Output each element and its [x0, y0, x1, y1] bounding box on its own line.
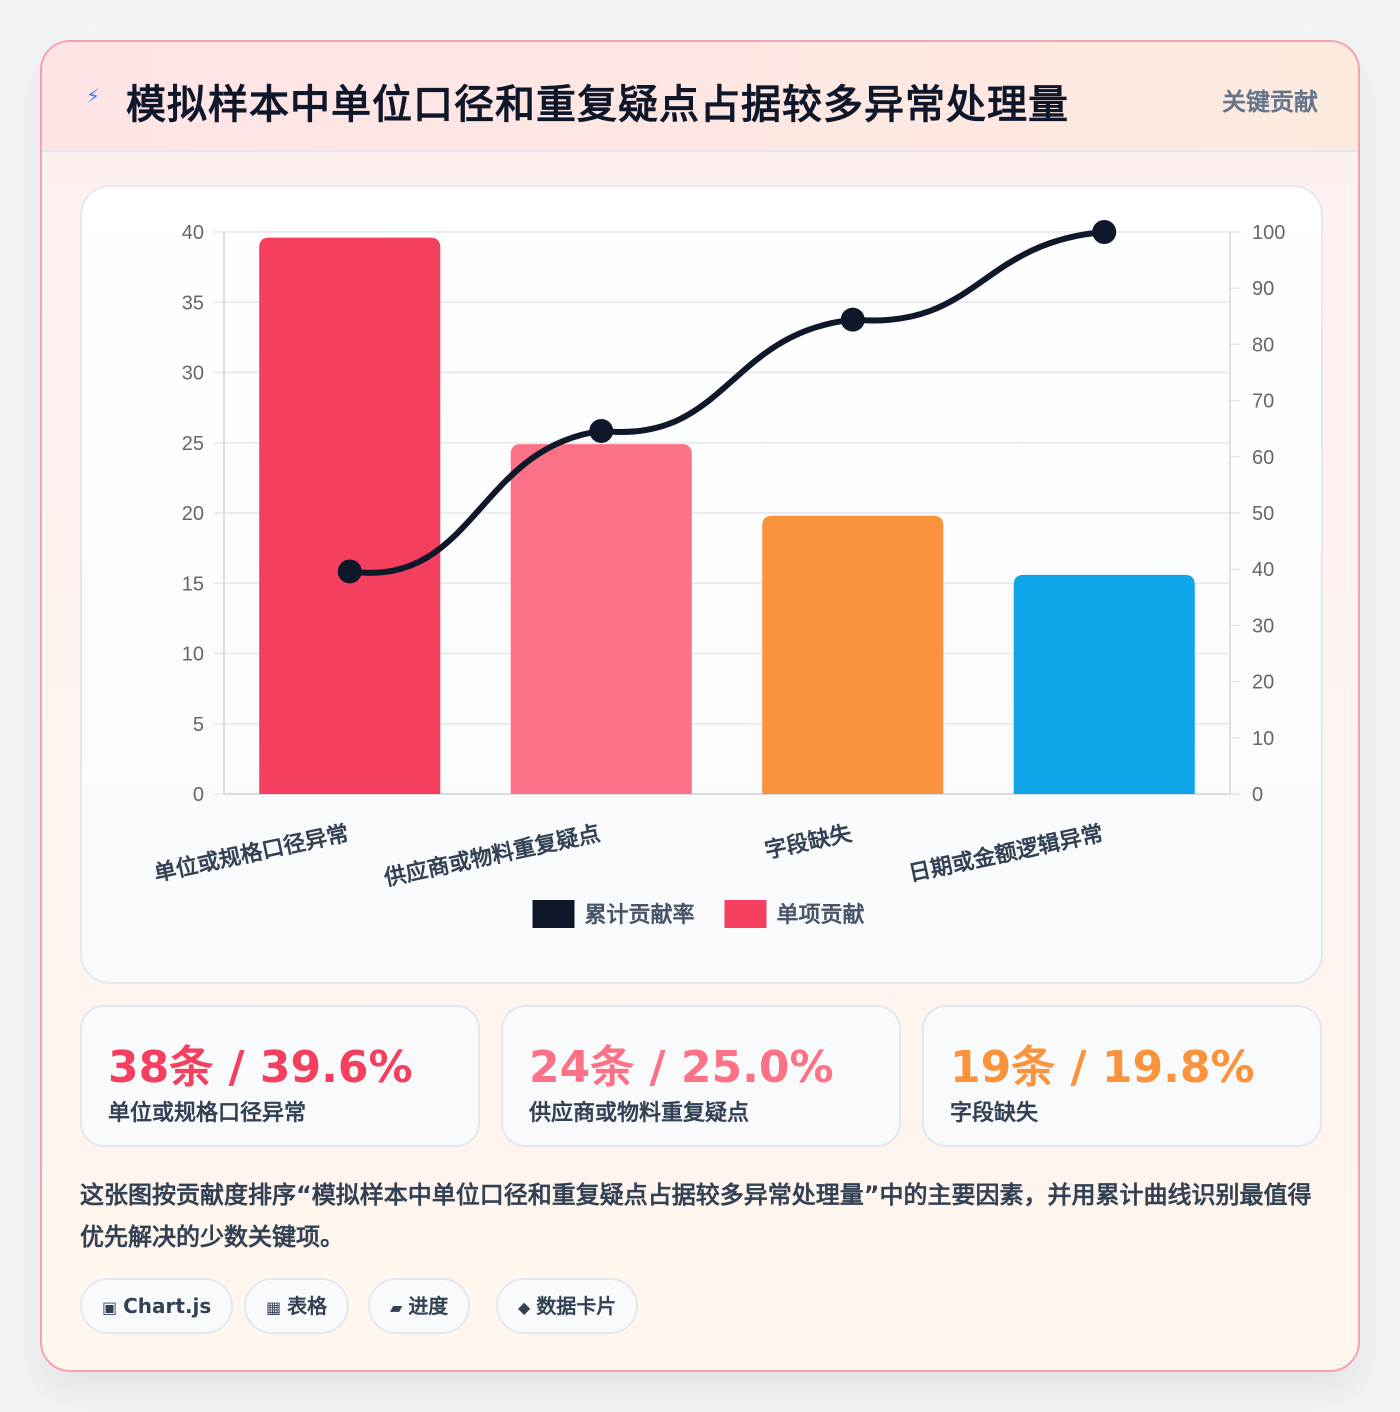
lightning-icon: ⚡: [86, 84, 101, 108]
chip-data-card[interactable]: ◆ 数据卡片: [496, 1278, 639, 1334]
chart-description: 这张图按贡献度排序“模拟样本中单位口径和重复疑点占据较多异常处理量”中的主要因素…: [80, 1181, 1312, 1251]
chip-label: 表格: [287, 1294, 328, 1318]
stat-card-2: 24条 / 25.0% 供应商或物料重复疑点: [501, 1005, 901, 1147]
x-category-label: 字段缺失: [762, 820, 854, 864]
y2-tick-label: 10: [1252, 728, 1274, 750]
legend-swatch: [532, 900, 575, 928]
table-icon: ▦: [266, 1298, 282, 1317]
legend-label: 单项贡献: [777, 902, 865, 928]
x-category-label: 单位或规格口径异常: [152, 820, 351, 887]
stat-label-2: 供应商或物料重复疑点: [529, 1101, 750, 1126]
cumulative-line: [346, 229, 1108, 576]
y-tick-label: 10: [182, 644, 204, 666]
diamond-icon: ◆: [518, 1298, 531, 1317]
y2-tick-label: 60: [1252, 447, 1274, 469]
cumulative-point: [589, 418, 614, 443]
bar: [259, 237, 441, 794]
stat-value-3: 19条 / 19.8%: [950, 1042, 1255, 1093]
chip-table[interactable]: ▦ 表格: [244, 1278, 350, 1334]
y2-tick-label: 100: [1252, 222, 1285, 244]
y2-tick-label: 70: [1252, 391, 1274, 413]
stat-card-3: 19条 / 19.8% 字段缺失: [922, 1005, 1322, 1147]
stat-card-1: 38条 / 39.6% 单位或规格口径异常: [80, 1005, 480, 1147]
chip-chartjs[interactable]: ▣ Chart.js: [80, 1278, 234, 1334]
chip-progress[interactable]: ▰ 进度: [368, 1278, 471, 1334]
bar: [510, 444, 692, 794]
chart-panel: 0 5 10 15 20 25 30 35 40 0 10 20 30 40 50 60 70 80 90 100 单位…: [80, 185, 1323, 984]
header-tag: 关键贡献: [1222, 88, 1318, 116]
bar: [762, 515, 944, 794]
chip-label: 数据卡片: [536, 1294, 617, 1318]
legend-swatch: [724, 900, 767, 928]
y2-tick-label: 0: [1252, 784, 1263, 806]
legend-label: 累计贡献率: [585, 902, 695, 928]
cumulative-point: [840, 307, 865, 332]
y2-tick-label: 80: [1252, 334, 1274, 356]
cumulative-point: [337, 559, 362, 584]
chart-icon: ▣: [102, 1298, 118, 1317]
y2-tick-label: 90: [1252, 278, 1274, 300]
y-tick-label: 15: [182, 573, 204, 595]
x-category-label: 日期或金额逻辑异常: [906, 820, 1105, 887]
stat-label-3: 字段缺失: [950, 1101, 1039, 1126]
chip-label: Chart.js: [123, 1294, 212, 1318]
x-category-label: 供应商或物料重复疑点: [381, 820, 603, 891]
stat-label-1: 单位或规格口径异常: [108, 1101, 307, 1126]
y2-tick-label: 50: [1252, 503, 1274, 525]
page-title: 模拟样本中单位口径和重复疑点占据较多异常处理量: [126, 82, 1069, 128]
chip-label: 进度: [408, 1294, 449, 1318]
y-tick-label: 25: [182, 433, 204, 455]
y-tick-label: 35: [182, 292, 204, 314]
y-tick-label: 0: [193, 784, 204, 806]
chart-card: ⚡ 模拟样本中单位口径和重复疑点占据较多异常处理量 关键贡献 0 5 10 15 20 2…: [40, 40, 1360, 1372]
y-tick-label: 5: [193, 714, 204, 736]
pareto-chart: 0 5 10 15 20 25 30 35 40 0 10 20 30 40 50 60 70 80 90 100 单位…: [152, 220, 1285, 928]
y-tick-label: 20: [182, 503, 204, 525]
progress-icon: ▰: [390, 1298, 403, 1317]
cumulative-point: [1092, 220, 1117, 244]
bar: [1013, 574, 1195, 794]
y2-tick-label: 40: [1252, 559, 1274, 581]
y-tick-label: 40: [182, 222, 204, 244]
stat-value-1: 38条 / 39.6%: [108, 1042, 413, 1093]
y2-tick-label: 20: [1252, 672, 1274, 694]
card-header: ⚡ 模拟样本中单位口径和重复疑点占据较多异常处理量 关键贡献: [42, 42, 1358, 152]
y2-tick-label: 30: [1252, 615, 1274, 637]
stat-value-2: 24条 / 25.0%: [529, 1042, 834, 1093]
y-tick-label: 30: [182, 363, 204, 385]
